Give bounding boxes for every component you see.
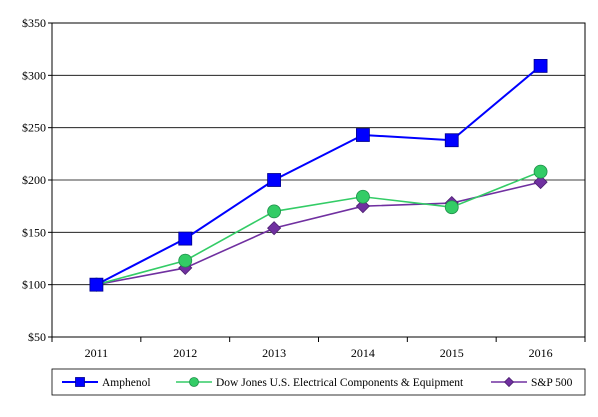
legend-marker [189,377,199,387]
legend-label: Amphenol [102,377,151,389]
data-point [267,204,281,219]
y-axis: $50 $100 $150 $200 $250 $300 $350 [22,16,52,344]
series-square [89,59,548,292]
legend-entry: Amphenol [62,377,151,389]
data-point [533,59,548,73]
x-tick-label: 2014 [351,346,375,360]
data-point [444,200,459,215]
series-line [95,65,542,286]
data-point [178,231,193,246]
series-group [89,59,548,292]
y-tick-label: $150 [22,225,46,239]
data-point [356,189,370,204]
x-axis: 2011 2012 2013 2014 2015 2016 [51,337,586,360]
x-tick-label: 2016 [529,346,553,360]
legend-marker [75,377,85,387]
legend-entry: S&P 500 [491,376,573,389]
data-point [267,173,281,187]
data-point [533,175,548,190]
series-line [96,170,541,286]
y-tick-label: $350 [22,16,46,30]
data-point [355,199,370,214]
y-tick-label: $250 [22,121,46,135]
y-tick-label: $300 [22,68,46,82]
x-tick-label: 2012 [173,346,197,360]
series-circle [89,164,548,292]
y-tick-label: $100 [22,278,46,292]
legend-label: S&P 500 [531,377,573,389]
legend-entry: Dow Jones U.S. Electrical Components & E… [176,377,464,389]
x-tick-label: 2011 [85,346,109,360]
legend-marker [503,376,515,388]
data-point [444,133,459,148]
x-tick-label: 2015 [440,346,464,360]
x-tick-label: 2013 [262,346,286,360]
y-tick-label: $50 [28,330,46,344]
legend-label: Dow Jones U.S. Electrical Components & E… [216,377,464,389]
data-point [356,128,370,142]
data-point [533,164,548,179]
series-line [96,181,541,286]
legend: Amphenol Dow Jones U.S. Electrical Compon… [51,368,586,396]
y-tick-label: $200 [22,173,46,187]
data-point [267,221,282,236]
data-point [178,253,193,268]
data-point [89,277,104,292]
